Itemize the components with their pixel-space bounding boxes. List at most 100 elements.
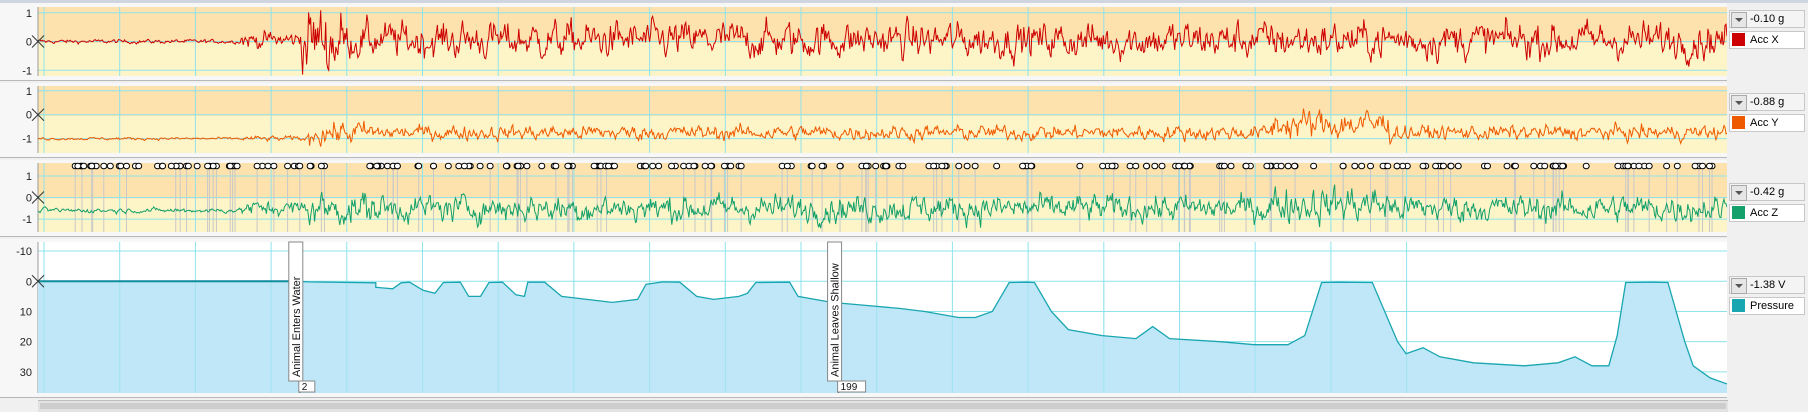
acc-z-panel: 1 0 -1 [0, 160, 1727, 237]
event-marker [193, 162, 201, 170]
event-marker [1367, 162, 1375, 170]
depth-area [38, 281, 1727, 393]
event-marker [818, 162, 826, 170]
annotation-label: Animal Leaves Shallow [830, 263, 842, 377]
pressure-value: -1.38 V [1750, 279, 1786, 291]
chevron-down-icon[interactable] [1731, 12, 1747, 28]
event-marker [1310, 162, 1318, 170]
pressure-chart[interactable]: -10 0 10 20 30 Animal Enters Water 2 Animal Lea… [0, 239, 1727, 397]
chevron-down-icon[interactable] [1731, 185, 1747, 201]
pressure-swatch [1732, 299, 1745, 312]
y-tick-label: 1 [26, 171, 32, 183]
annotation-index: 2 [302, 382, 308, 393]
acc-x-chart[interactable]: 1 0 -1 [0, 3, 1727, 80]
y-tick-label: 0 [26, 276, 32, 288]
acc-y-legend[interactable]: Acc Y [1729, 114, 1805, 132]
y-tick-label: 0 [26, 37, 32, 49]
event-marker [1699, 162, 1707, 170]
event-marker [610, 162, 618, 170]
acc-x-legend[interactable]: Acc X [1729, 31, 1805, 49]
event-marker [955, 162, 963, 170]
series-line-acc-y [37, 108, 1727, 147]
event-marker [455, 162, 463, 170]
event-marker [690, 162, 698, 170]
event-marker [204, 162, 212, 170]
acc-y-swatch [1732, 116, 1745, 129]
acc-x-panel: 1 0 -1 [0, 3, 1727, 81]
acc-z-legend[interactable]: Acc Z [1729, 204, 1805, 222]
event-marker [1552, 162, 1560, 170]
event-marker [135, 162, 143, 170]
event-marker [1624, 162, 1632, 170]
y-tick-label: -10 [16, 246, 32, 258]
event-marker [1175, 162, 1183, 170]
y-tick-label: 1 [26, 86, 32, 98]
y-tick-label: -1 [22, 134, 32, 146]
event-marker [1503, 162, 1511, 170]
event-marker [1132, 162, 1140, 170]
chevron-down-icon[interactable] [1731, 95, 1747, 111]
event-marker [538, 162, 546, 170]
event-marker [1439, 162, 1447, 170]
scrollbar-thumb[interactable] [40, 403, 1726, 409]
event-marker [1027, 162, 1035, 170]
event-marker [1227, 162, 1235, 170]
acc-y-panel: 1 0 -1 [0, 83, 1727, 158]
event-marker [1691, 162, 1699, 170]
event-marker [1277, 162, 1285, 170]
event-marker [80, 162, 88, 170]
y-tick-label: 0 [26, 110, 32, 122]
event-marker [523, 162, 531, 170]
annotation-label-box [288, 241, 304, 382]
event-marker [476, 162, 484, 170]
event-marker [270, 162, 278, 170]
event-marker [872, 162, 880, 170]
event-marker [1358, 162, 1366, 170]
event-marker [123, 162, 131, 170]
cross-marker-icon [31, 191, 45, 204]
event-marker [1384, 162, 1392, 170]
acc-y-value: -0.88 g [1750, 96, 1785, 108]
event-marker [1351, 162, 1359, 170]
event-marker [1559, 162, 1567, 170]
event-marker [1645, 162, 1653, 170]
annotation-index-box [298, 380, 316, 393]
event-marker [430, 162, 438, 170]
event-marker [366, 162, 374, 170]
event-marker [701, 162, 709, 170]
pressure-legend[interactable]: Pressure [1729, 297, 1805, 315]
y-tick-label: 20 [20, 337, 32, 349]
event-marker [1076, 162, 1084, 170]
event-marker [284, 162, 292, 170]
event-marker [373, 162, 381, 170]
acc-y-chart[interactable]: 1 0 -1 [0, 83, 1727, 157]
acc-x-value-box[interactable]: -0.10 g [1729, 10, 1805, 28]
event-marker [938, 162, 946, 170]
pressure-value-box[interactable]: -1.38 V [1729, 276, 1805, 294]
event-marker [383, 162, 391, 170]
event-marker [460, 162, 468, 170]
acc-z-value-box[interactable]: -0.42 g [1729, 183, 1805, 201]
chevron-down-icon[interactable] [1731, 278, 1747, 294]
event-marker [1019, 162, 1027, 170]
event-marker [899, 162, 907, 170]
event-marker [296, 162, 304, 170]
event-marker [1541, 162, 1549, 170]
acc-y-value-box[interactable]: -0.88 g [1729, 93, 1805, 111]
event-marker [167, 162, 175, 170]
cross-marker-icon [31, 108, 45, 122]
event-marker [514, 162, 522, 170]
horizontal-scrollbar[interactable] [38, 400, 1728, 412]
pressure-name: Pressure [1750, 300, 1795, 312]
annotation-label-box [827, 241, 843, 382]
event-marker [862, 162, 870, 170]
event-marker [1242, 162, 1250, 170]
annotation-label: Animal Enters Water [291, 276, 303, 377]
event-marker [552, 162, 560, 170]
event-marker [649, 162, 657, 170]
acc-y-name: Acc Y [1750, 117, 1779, 129]
event-marker [1635, 162, 1643, 170]
acc-x-swatch [1732, 33, 1745, 46]
acc-z-chart[interactable]: 1 0 -1 [0, 160, 1727, 236]
event-marker [1151, 162, 1159, 170]
